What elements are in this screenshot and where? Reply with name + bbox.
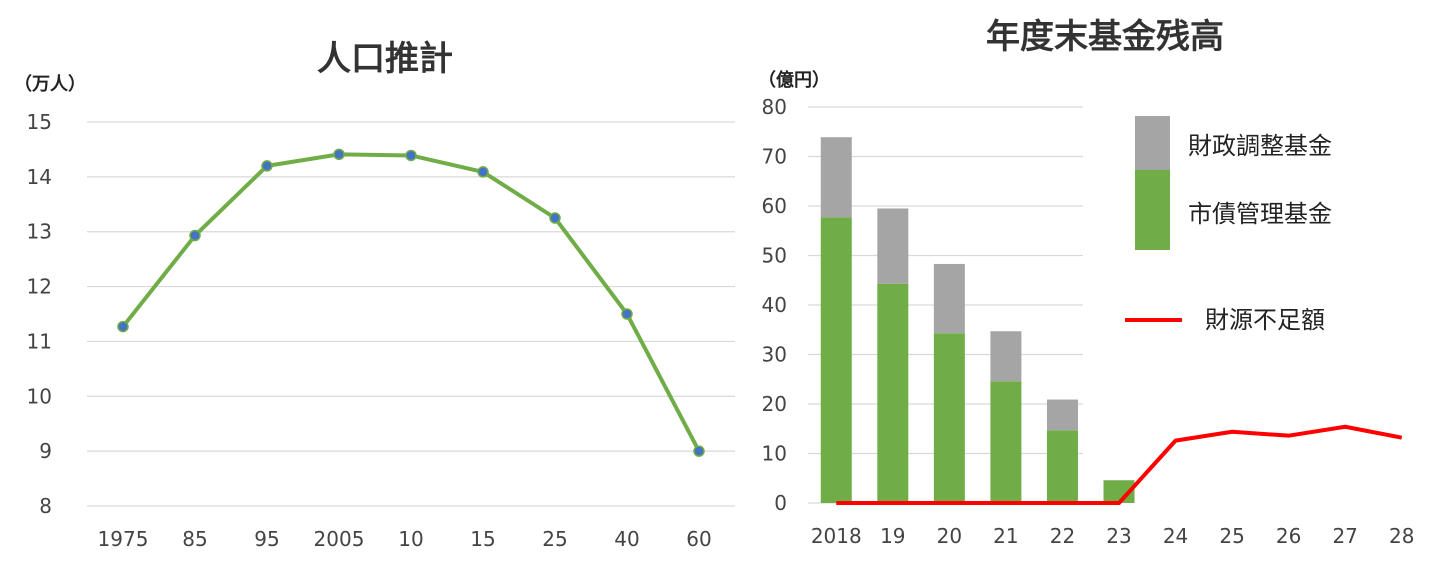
population-series-line [121,152,701,453]
population-point [693,445,705,457]
fund-x-tick: 2018 [811,524,862,548]
legend-label-fiscal-adjustment-fund: 財政調整基金 [1188,132,1332,160]
fund-legend: 財政調整基金 市債管理基金 財源不足額 [1125,116,1332,334]
fund-x-tick: 24 [1163,524,1188,548]
population-y-tick: 15 [27,110,52,134]
fiscal-adjustment-fund-bar [933,263,965,334]
population-y-tick: 14 [27,165,52,189]
revenue-shortfall-line [836,424,1403,505]
bond-management-fund-bar [820,217,852,503]
population-y-tick: 9 [39,439,52,463]
bond-management-fund-bar [1046,430,1078,503]
fund-y-tick: 50 [762,244,787,268]
fund-x-tick: 22 [1050,524,1075,548]
fiscal-adjustment-fund-bar [1046,399,1078,431]
bond-management-fund-bar [990,381,1022,503]
legend-swatch-fiscal-adjustment-fund [1135,116,1170,170]
population-x-tick: 40 [614,527,639,551]
population-x-tick: 2005 [314,527,365,551]
fund-y-tick: 0 [774,491,787,515]
fund-x-tick: 23 [1106,524,1131,548]
fund-chart-title: 年度末基金残高 [986,17,1224,57]
population-x-tick: 1975 [98,527,149,551]
population-x-tick: 15 [470,527,495,551]
population-point [549,212,561,224]
fund-x-tick: 20 [937,524,962,548]
fiscal-adjustment-fund-bar [820,137,852,218]
population-point [333,148,345,161]
population-x-tick: 25 [542,527,567,551]
fiscal-adjustment-fund-bar [877,208,909,284]
fund-y-tick: 70 [762,145,787,169]
fund-x-tick: 25 [1219,524,1244,548]
fund-y-tick: 40 [762,293,787,317]
legend-label-bond-management-fund: 市債管理基金 [1188,200,1332,228]
bond-management-fund-bar [933,333,965,503]
population-x-tick: 60 [686,527,711,551]
fund-unit-label: （億円） [758,69,830,91]
fund-x-tick: 19 [880,524,905,548]
fund-y-tick: 80 [762,95,787,119]
population-chart-title: 人口推計 [317,39,453,79]
fund-balance-chart: 年度末基金残高 （億円） 0 10 20 30 40 50 60 70 80 2018 19 20 2… [758,17,1414,548]
fund-y-tick: 60 [762,194,787,218]
population-point [621,308,633,320]
legend-label-revenue-shortfall: 財源不足額 [1205,306,1325,334]
population-x-tick: 85 [182,527,207,551]
population-y-tick: 8 [39,494,52,518]
fund-y-tick: 20 [762,392,787,416]
population-y-tick: 11 [27,329,52,353]
population-point [117,320,129,333]
population-unit-label: （万人） [14,74,86,95]
population-point [189,229,201,242]
fiscal-adjustment-fund-bar [990,331,1022,382]
bond-management-fund-bar [877,283,909,503]
fund-x-tick: 21 [993,524,1018,548]
population-y-tick: 13 [27,220,52,244]
fund-x-tick: 26 [1276,524,1301,548]
population-point [405,149,417,162]
population-point [261,160,273,172]
legend-swatch-bond-management-fund [1135,170,1170,250]
fund-y-tick: 10 [762,442,787,466]
population-y-tick: 12 [27,275,52,299]
fund-y-tick: 30 [762,343,787,367]
population-point [477,166,489,178]
population-chart: 人口推計 （万人） 8 9 10 11 12 13 14 15 1975 85 95 2005 10 1… [14,39,735,551]
population-y-tick: 10 [27,384,52,408]
population-x-tick: 10 [398,527,423,551]
fund-x-tick: 28 [1389,524,1414,548]
fund-x-tick: 27 [1332,524,1357,548]
population-x-tick: 95 [254,527,279,551]
